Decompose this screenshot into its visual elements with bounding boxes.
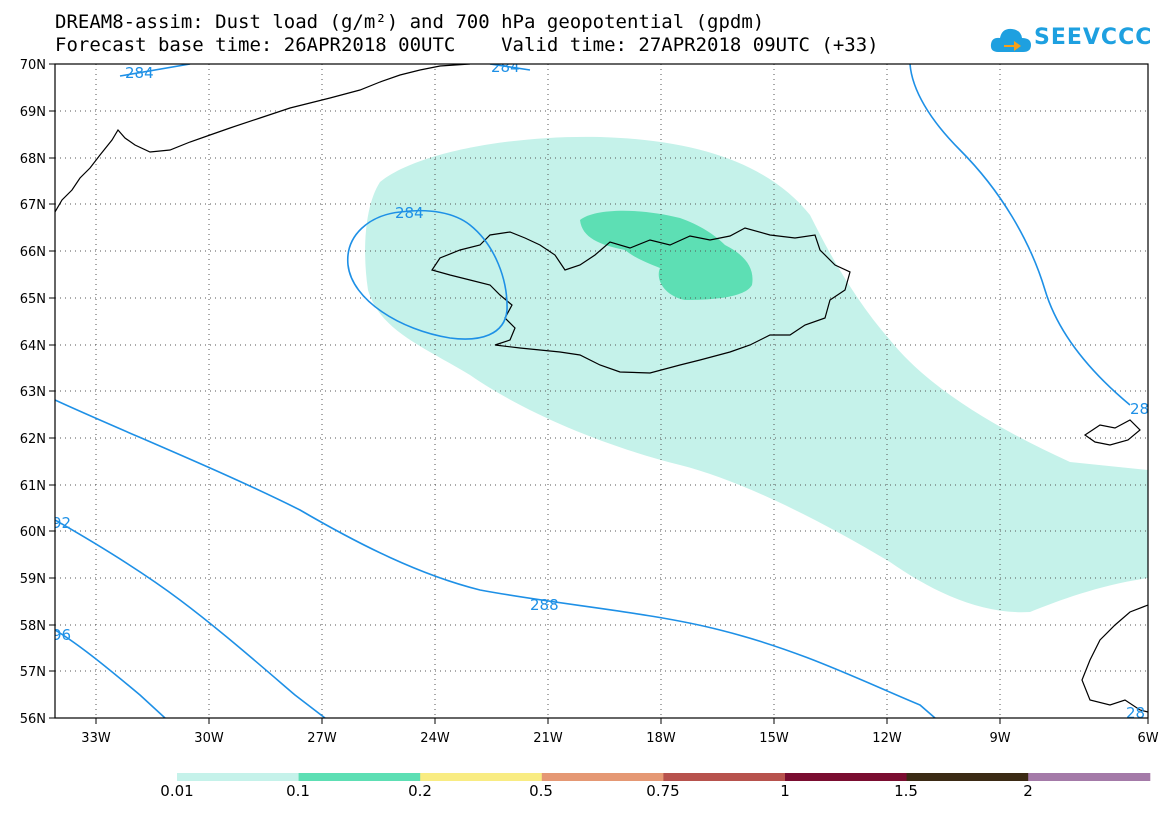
- coast-iceland: [431, 227, 851, 374]
- lon-tick-label: 12W: [872, 731, 902, 746]
- contour-label-group: 284 284 284 288 92 96 28 28: [52, 58, 1149, 722]
- legend-label: 0.2: [408, 782, 432, 800]
- lat-tick-label: 66N: [20, 245, 46, 260]
- lon-tick-label: 33W: [81, 731, 111, 746]
- coast-scotland: [1081, 604, 1148, 713]
- contour-284-north-2: [489, 64, 531, 71]
- lon-tick-label: 6W: [1137, 731, 1158, 746]
- contour-296: [55, 629, 166, 718]
- contour-label: 96: [52, 626, 71, 644]
- contour-label: 288: [530, 596, 559, 614]
- legend-swatch: [906, 773, 1029, 781]
- contour-284-east: [909, 64, 1131, 406]
- legend-label: 0.1: [286, 782, 310, 800]
- contour-284-north: [119, 64, 191, 77]
- lon-tick-label: 30W: [194, 731, 224, 746]
- lat-tick-label: 67N: [20, 198, 46, 213]
- lat-labels: 70N 69N 68N 67N 66N 65N 64N 63N 62N 61N …: [20, 58, 46, 727]
- lon-tick-label: 24W: [420, 731, 450, 746]
- lat-tick-label: 62N: [20, 432, 46, 447]
- legend-label: 2: [1023, 782, 1033, 800]
- dust-area-0.01: [365, 136, 1148, 613]
- lat-tick-label: 69N: [20, 105, 46, 120]
- legend-swatch: [177, 773, 300, 781]
- map-title-line-1: DREAM8-assim: Dust load (g/m²) and 700 h…: [55, 11, 765, 33]
- cloud-arrow-icon: [990, 28, 1031, 52]
- lon-tick-label: 9W: [989, 731, 1010, 746]
- contour-284-iceland: [347, 209, 508, 340]
- legend-swatch: [298, 773, 421, 781]
- lat-tick-label: 57N: [20, 665, 46, 680]
- contour-label: 28: [1126, 704, 1145, 722]
- coast-faroe: [1083, 419, 1141, 446]
- axis-ticks: [49, 63, 1149, 724]
- geopotential-contours: [55, 64, 1131, 718]
- lat-tick-label: 68N: [20, 152, 46, 167]
- contour-label: 92: [52, 514, 71, 532]
- lat-tick-label: 64N: [20, 339, 46, 354]
- coastlines: [55, 64, 1148, 713]
- contour-label: 28: [1130, 400, 1149, 418]
- lon-tick-label: 18W: [646, 731, 676, 746]
- dust-area-0.1: [580, 210, 753, 300]
- coast-greenland: [55, 64, 471, 213]
- lat-tick-label: 58N: [20, 619, 46, 634]
- legend-label: 0.75: [646, 782, 680, 800]
- lat-tick-label: 70N: [20, 58, 46, 73]
- lon-tick-label: 27W: [307, 731, 337, 746]
- legend-colorbar: [177, 773, 1151, 781]
- lat-tick-label: 65N: [20, 292, 46, 307]
- lat-tick-label: 56N: [20, 712, 46, 727]
- legend-swatch: [420, 773, 543, 781]
- contour-292: [55, 519, 326, 718]
- contour-label: 284: [491, 58, 520, 76]
- contour-label: 284: [395, 204, 424, 222]
- lat-tick-label: 63N: [20, 385, 46, 400]
- contour-288: [55, 399, 936, 718]
- map-title-line-2: Forecast base time: 26APR2018 00UTC Vali…: [55, 34, 879, 56]
- lat-tick-label: 60N: [20, 525, 46, 540]
- legend-swatch: [785, 773, 908, 781]
- lat-tick-label: 61N: [20, 479, 46, 494]
- logo-text: SEEVCCC: [1034, 25, 1153, 50]
- lon-tick-label: 21W: [533, 731, 563, 746]
- lon-labels: 33W 30W 27W 24W 21W 18W 15W 12W 9W 6W: [81, 731, 1158, 746]
- legend-swatch: [1028, 773, 1151, 781]
- contour-label: 284: [125, 64, 154, 82]
- legend-label: 1: [780, 782, 790, 800]
- legend-label: 1.5: [894, 782, 918, 800]
- legend-label: 0.5: [529, 782, 553, 800]
- seevccc-logo: SEEVCCC: [990, 22, 1165, 58]
- legend-label: 0.01: [160, 782, 194, 800]
- legend-swatch: [541, 773, 664, 781]
- lat-tick-label: 59N: [20, 572, 46, 587]
- graticule: [55, 64, 1148, 718]
- lon-tick-label: 15W: [759, 731, 789, 746]
- legend-swatch: [663, 773, 786, 781]
